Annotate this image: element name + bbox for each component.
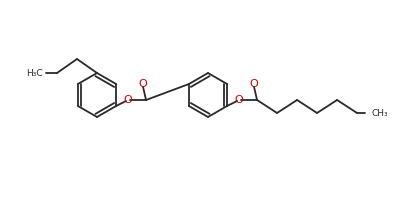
Text: O: O [124, 95, 132, 105]
Text: H₃C: H₃C [26, 68, 43, 77]
Text: O: O [139, 79, 148, 89]
Text: CH₃: CH₃ [371, 108, 388, 118]
Text: O: O [250, 79, 258, 89]
Text: O: O [235, 95, 244, 105]
